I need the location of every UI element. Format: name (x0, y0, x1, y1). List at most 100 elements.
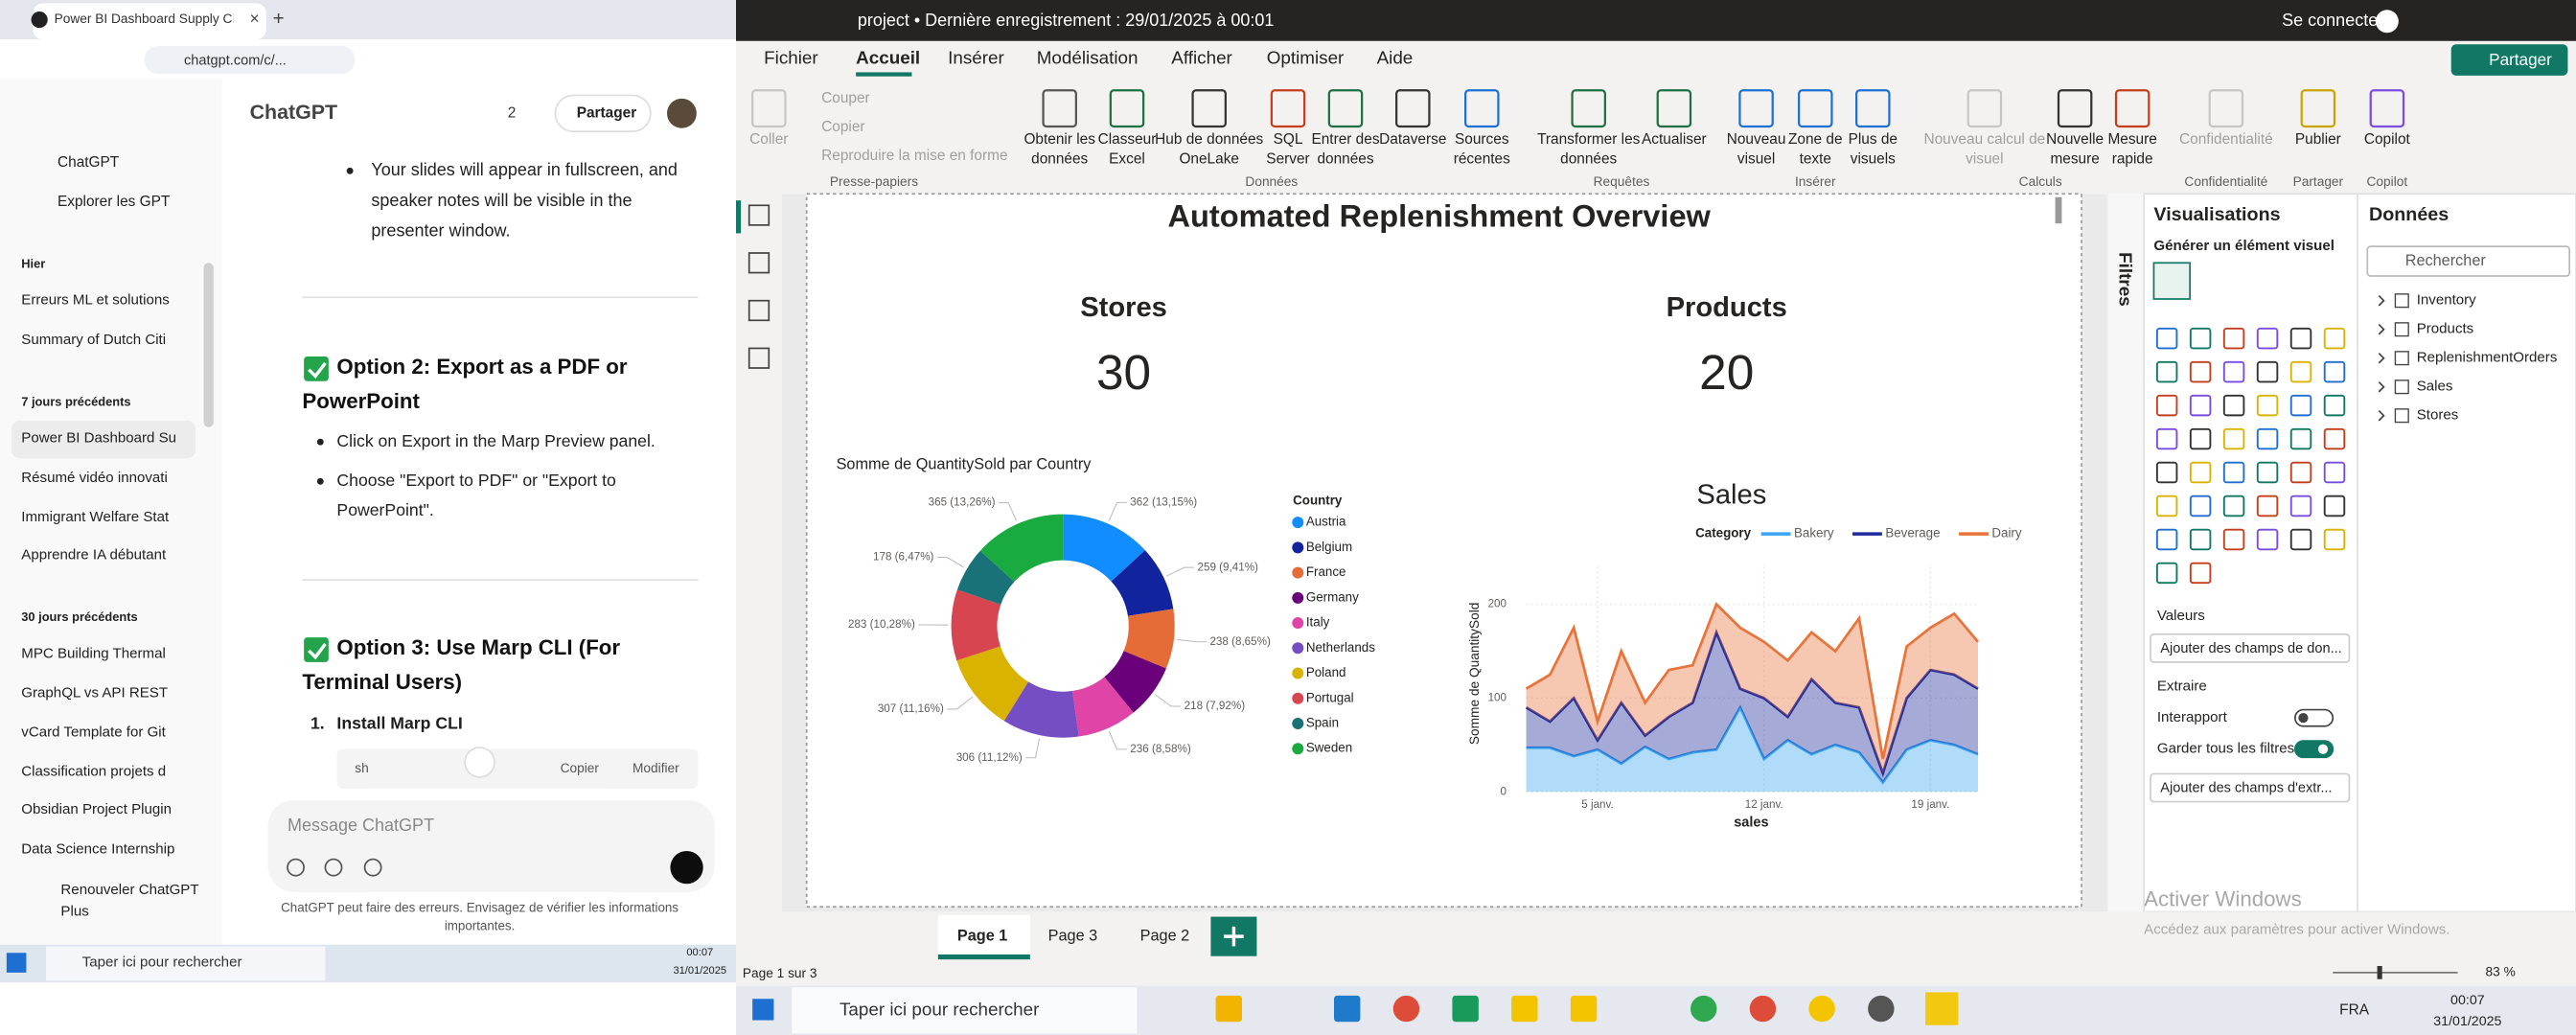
search-placeholder[interactable]: Taper ici pour rechercher (82, 954, 242, 971)
ribbon-button[interactable]: Coller (749, 131, 788, 148)
ribbon-icon[interactable] (1395, 89, 1431, 128)
drill-well[interactable] (2150, 772, 2351, 803)
app[interactable] (1808, 995, 1835, 1023)
ribbon-icon[interactable] (1327, 89, 1364, 128)
ribbon-button[interactable]: données (1031, 150, 1088, 167)
share-button[interactable] (554, 94, 652, 132)
ribbon-button[interactable]: OneLake (1179, 150, 1239, 167)
visual-type-icon[interactable] (2189, 461, 2212, 484)
tab-title[interactable]: Power BI Dashboard Supply Ch (55, 12, 240, 26)
table-view[interactable] (748, 252, 770, 274)
sign-in[interactable]: Se connecter (2282, 11, 2383, 30)
input-placeholder[interactable]: Message ChatGPT (288, 816, 434, 835)
ribbon-button[interactable]: Nouveau (1727, 131, 1786, 148)
ribbon-button[interactable]: Server (1266, 150, 1309, 167)
ribbon-button[interactable]: Actualiser (1642, 131, 1707, 148)
ribbon-icon[interactable] (2208, 89, 2244, 128)
visual-type-icon[interactable] (2155, 461, 2178, 484)
ribbon-button[interactable]: Obtenir les (1024, 131, 1095, 148)
visual-type-icon[interactable] (2323, 360, 2346, 383)
search-placeholder[interactable]: Taper ici pour rechercher (840, 999, 1039, 1019)
start-button[interactable] (752, 999, 774, 1021)
dax-view[interactable] (748, 347, 770, 369)
visual-type-icon[interactable] (2289, 494, 2312, 518)
visual-type-icon[interactable] (2256, 528, 2279, 551)
visual-type-icon[interactable] (2155, 427, 2178, 450)
ribbon-tab[interactable]: Accueil (856, 48, 920, 68)
web-button[interactable] (324, 858, 343, 877)
visual-type-icon[interactable] (2289, 360, 2312, 383)
ribbon-button[interactable]: données (1560, 150, 1617, 167)
conversation[interactable]: Obsidian Project Plugin (21, 801, 172, 817)
voice-button[interactable] (670, 851, 703, 885)
active-page-tab[interactable] (937, 914, 1030, 960)
ribbon-icon[interactable] (1738, 89, 1774, 128)
page-tab[interactable]: Page 3 (1048, 927, 1098, 944)
ribbon-button[interactable]: Hub de données (1155, 131, 1263, 148)
visual-type-icon[interactable] (2256, 394, 2279, 417)
visual-type-icon[interactable] (2222, 427, 2245, 450)
ribbon-tab[interactable]: Insérer (948, 48, 1004, 68)
visual-type-icon[interactable] (2289, 528, 2312, 551)
table-name[interactable]: Stores (2417, 407, 2459, 424)
visual-type-icon[interactable] (2289, 394, 2312, 417)
app-settings[interactable] (1868, 995, 1895, 1023)
well-placeholder[interactable]: Ajouter des champs de don... (2160, 641, 2341, 656)
app[interactable] (1570, 995, 1598, 1023)
ribbon-button[interactable]: Copilot (2364, 131, 2411, 148)
visual-type-icon[interactable] (2256, 494, 2279, 518)
visual-type-icon[interactable] (2323, 427, 2346, 450)
ribbon-icon[interactable] (1109, 89, 1145, 128)
ribbon-button[interactable]: données (1317, 150, 1373, 167)
conversation[interactable]: vCard Template for Git (21, 724, 166, 741)
visual-type-icon[interactable] (2256, 427, 2279, 450)
app-explorer[interactable] (1215, 995, 1242, 1023)
ribbon-button[interactable]: Dataverse (1379, 131, 1446, 148)
ribbon-button[interactable]: Zone de (1788, 131, 1843, 148)
table-name[interactable]: Sales (2417, 379, 2453, 395)
edit-button[interactable]: Modifier (632, 761, 679, 775)
ribbon-icon[interactable] (1270, 89, 1306, 128)
page-tab[interactable]: Page 2 (1140, 927, 1190, 944)
visual-type-icon[interactable] (2189, 360, 2212, 383)
tools-button[interactable] (363, 858, 382, 877)
ribbon-button[interactable]: Publier (2295, 131, 2341, 148)
expand-chevron[interactable] (2378, 323, 2385, 335)
conversation[interactable]: Power BI Dashboard Su (21, 430, 176, 447)
visual-type-icon[interactable] (2289, 427, 2312, 450)
new-tab[interactable]: + (273, 8, 285, 30)
visual-type-icon[interactable] (2256, 461, 2279, 484)
upgrade[interactable]: Plus (60, 903, 88, 919)
visual-type-icon[interactable] (2155, 528, 2178, 551)
ribbon-icon[interactable] (1191, 89, 1227, 128)
user-icon[interactable] (2375, 10, 2399, 34)
share-label[interactable]: Partager (2489, 50, 2552, 69)
ribbon-small-button[interactable]: Reproduire la mise en forme (821, 148, 1007, 164)
conversation[interactable]: Erreurs ML et solutions (21, 292, 169, 309)
ribbon-icon[interactable] (1966, 89, 2003, 128)
well-placeholder[interactable]: Ajouter des champs d'extr... (2160, 781, 2332, 796)
app-powerbi[interactable] (1925, 992, 1959, 1025)
visual-type-icon[interactable] (2256, 360, 2279, 383)
visual-type-icon[interactable] (2222, 394, 2245, 417)
values-well[interactable] (2150, 632, 2351, 663)
nav-item[interactable]: ChatGPT (58, 154, 120, 171)
visual-type-icon[interactable] (2155, 327, 2178, 350)
ribbon-icon[interactable] (2369, 89, 2405, 128)
scroll-down-button[interactable] (464, 747, 495, 778)
visual-type-icon[interactable] (2323, 394, 2346, 417)
ribbon-small-button[interactable]: Copier (821, 119, 864, 135)
ribbon-button[interactable]: texte (1800, 150, 1831, 167)
table-name[interactable]: Products (2417, 321, 2474, 337)
ribbon-button[interactable]: Nouvelle (2046, 131, 2104, 148)
address-bar[interactable] (144, 46, 356, 75)
avatar[interactable] (667, 98, 697, 128)
url[interactable]: chatgpt.com/c/... (184, 53, 287, 68)
browser-tab[interactable] (33, 3, 266, 40)
ribbon-icon[interactable] (751, 89, 787, 128)
visual-type-icon[interactable] (2189, 427, 2212, 450)
visual-type-icon[interactable] (2323, 461, 2346, 484)
ribbon-button[interactable]: Excel (1109, 150, 1145, 167)
visual-type-icon[interactable] (2289, 327, 2312, 350)
table-name[interactable]: Inventory (2417, 292, 2476, 309)
